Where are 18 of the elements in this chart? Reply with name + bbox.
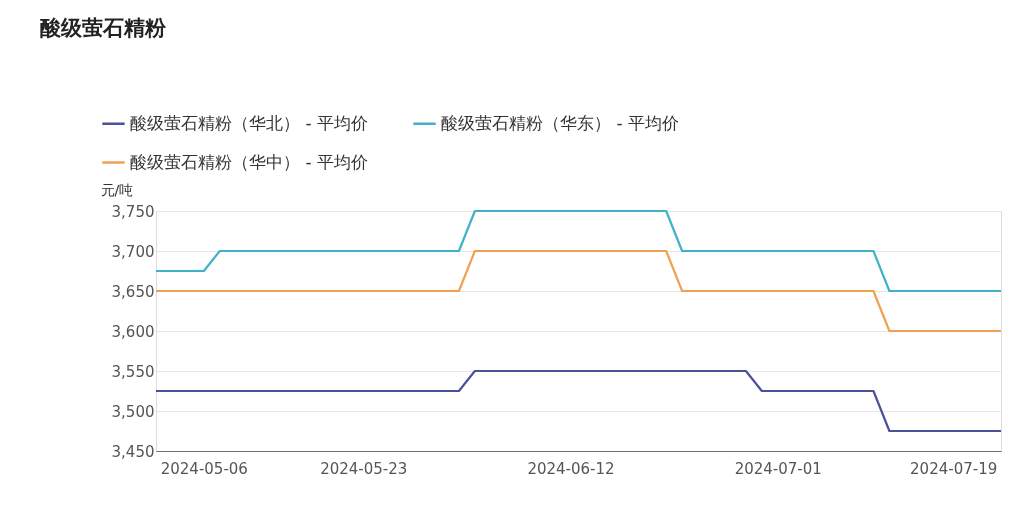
x-tick-label: 2024-07-01 [734, 459, 822, 478]
y-axis-title: 元/吨 [100, 181, 134, 198]
y-tick-label: 3,650 [111, 282, 155, 301]
x-tick-label: 2024-05-23 [320, 459, 408, 478]
chart-title: 酸级萤石精粉 [40, 16, 167, 40]
legend-label: 酸级萤石精粉（华北） - 平均价 [130, 112, 368, 133]
y-tick-label: 3,700 [111, 242, 155, 261]
y-tick-label: 3,600 [111, 322, 155, 341]
y-tick-label: 3,450 [111, 442, 155, 461]
legend-label: 酸级萤石精粉（华中） - 平均价 [130, 151, 368, 172]
legend-label: 酸级萤石精粉（华东） - 平均价 [441, 112, 679, 133]
y-tick-label: 3,500 [111, 402, 155, 421]
y-tick-label: 3,750 [111, 202, 155, 221]
line-series [154, 209, 1003, 293]
y-tick-label: 3,550 [111, 362, 155, 381]
x-tick-label: 2024-06-12 [527, 459, 615, 478]
x-tick-label: 2024-05-06 [160, 459, 248, 478]
x-tick-label: 2024-07-19 [910, 459, 998, 478]
